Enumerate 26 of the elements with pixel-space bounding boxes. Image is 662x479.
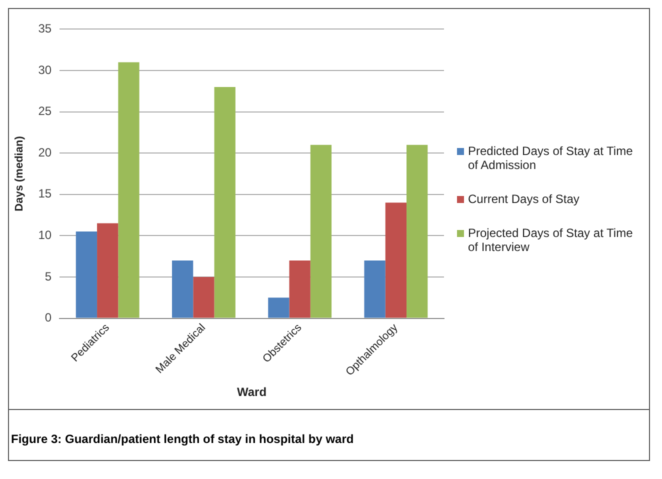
bar: [385, 202, 407, 318]
bar: [310, 144, 332, 318]
y-tick-label: 30: [38, 62, 52, 77]
x-axis-title: Ward: [236, 385, 267, 400]
y-tick-label: 20: [38, 145, 52, 160]
y-tick-label: 10: [38, 228, 52, 242]
y-tick-label: 0: [44, 310, 52, 325]
bar: [268, 298, 290, 318]
bar: [97, 223, 118, 318]
y-tick-label: 25: [38, 104, 52, 118]
legend-label: Current Days of Stay: [468, 192, 580, 206]
caption: Figure 3: Guardian/patient length of stay in hospital by ward: [9, 409, 649, 460]
bar: [406, 144, 428, 318]
bar: [364, 260, 386, 318]
legend-label: Projected Days of Stay at Time of Interview: [468, 226, 634, 254]
y-tick-label: 5: [44, 269, 52, 284]
legend-label: Predicted Days of Stay at Time of Admission: [468, 144, 634, 172]
y-tick-label: 35: [38, 22, 52, 36]
bar: [118, 62, 140, 318]
bar: [172, 260, 194, 318]
bar: [289, 260, 310, 318]
bar: [76, 232, 98, 318]
bar: [193, 276, 214, 318]
y-tick-label: 15: [38, 186, 52, 201]
y-axis-title: Days (median): [14, 136, 26, 212]
bar: [214, 87, 236, 318]
